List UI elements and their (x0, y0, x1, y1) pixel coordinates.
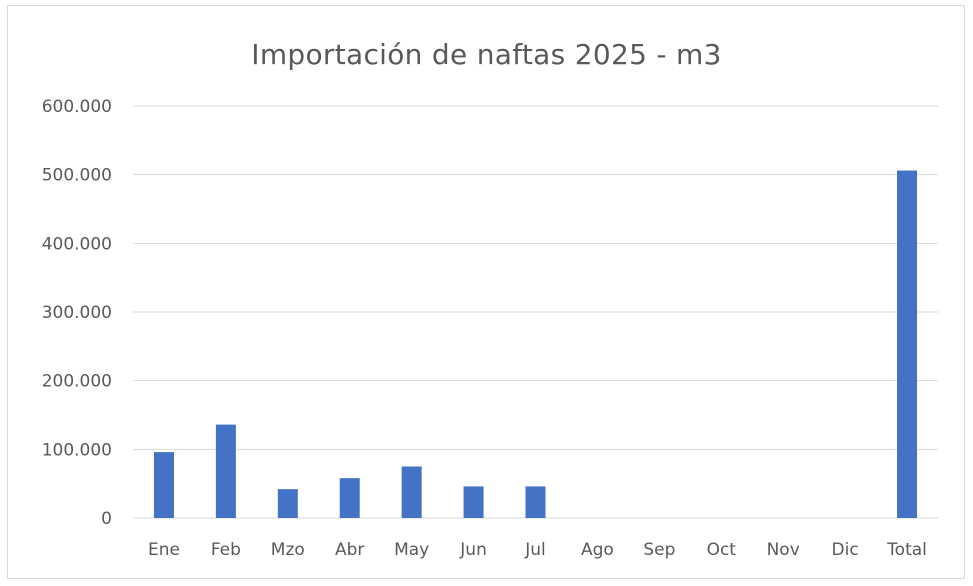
bars (153, 170, 918, 518)
chart-title: Importación de naftas 2025 - m3 (251, 38, 722, 71)
y-tick-label: 300.000 (42, 303, 112, 323)
x-tick-label: Abr (335, 540, 364, 560)
x-tick-label: Ene (148, 540, 180, 560)
x-tick-label: May (394, 540, 429, 560)
x-tick-label: Dic (832, 540, 859, 560)
x-tick-label: Mzo (271, 540, 305, 560)
bar-feb (215, 424, 236, 518)
bar-abr (339, 478, 360, 518)
y-tick-label: 100.000 (42, 440, 112, 460)
x-tick-label: Ago (581, 540, 614, 560)
y-tick-label: 600.000 (42, 97, 112, 117)
y-tick-label: 400.000 (42, 234, 112, 254)
bar-jun (463, 486, 484, 518)
gridlines (133, 105, 938, 519)
y-axis-ticks: 0 100.000 200.000 300.000 400.000 500.000 600.… (42, 97, 112, 529)
bar-jul (525, 486, 546, 518)
y-tick-label: 200.000 (42, 372, 112, 392)
bar-may (401, 466, 422, 518)
bar-ene (153, 452, 174, 518)
y-tick-label: 500.000 (42, 166, 112, 186)
x-tick-label: Total (886, 540, 927, 560)
x-axis-ticks: Ene Feb Mzo Abr May Jun Jul Ago Sep Oct Nov Dic Tota… (148, 540, 927, 560)
bar-total (897, 170, 918, 518)
bar-mzo (277, 489, 298, 518)
x-tick-label: Nov (767, 540, 800, 560)
x-tick-label: Jul (524, 540, 546, 560)
x-tick-label: Feb (211, 540, 241, 560)
x-tick-label: Jun (459, 540, 487, 560)
x-tick-label: Oct (707, 540, 737, 560)
y-tick-label: 0 (101, 509, 112, 529)
x-tick-label: Sep (643, 540, 675, 560)
